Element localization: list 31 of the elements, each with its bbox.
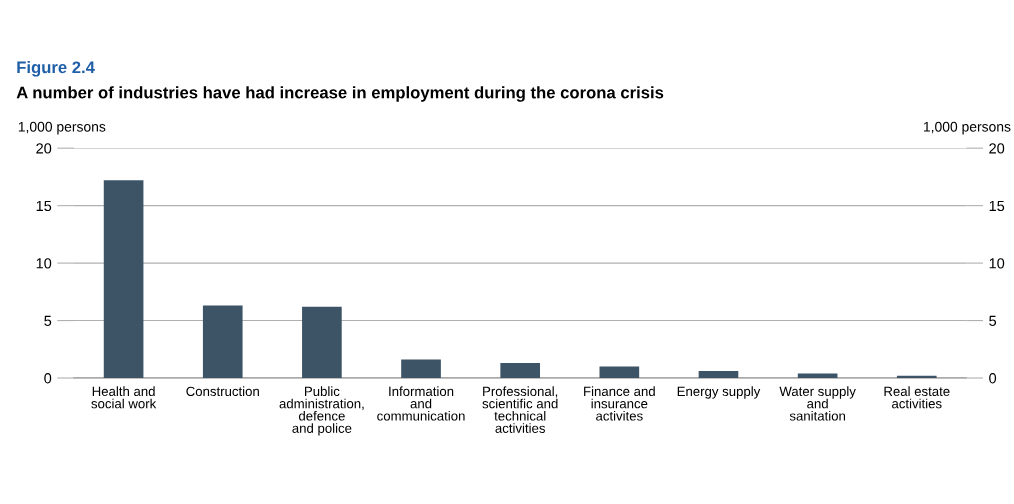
bar [797, 373, 838, 378]
x-tick-label: Water supply and sanitation [779, 386, 856, 421]
y-axis-title: 1,000 persons [18, 121, 106, 135]
x-tick-label: Health and social work [91, 386, 157, 409]
x-tick-label: Public administration, defence and police [279, 386, 364, 436]
bar [401, 359, 441, 378]
chart-subtitle: A number of industries have had increase in employment during the corona crisis [16, 86, 664, 102]
y-tick-label: 15 [36, 200, 52, 212]
y2-tick-label: 0 [989, 373, 997, 384]
y2-tick-label: 5 [989, 315, 997, 326]
y2-tick-label: 20 [989, 143, 1005, 154]
x-tick-label: Construction [186, 386, 259, 397]
bar [302, 306, 342, 378]
x-tick-label: Information and communication [377, 386, 465, 421]
x-tick-label: Professional, scientific and technical activities [482, 386, 558, 433]
y-tick-label: 0 [44, 373, 52, 384]
bar [103, 180, 144, 378]
bar [202, 305, 243, 378]
x-tick-label: Finance and insurance activites [584, 386, 655, 421]
y2-axis-title: 1,000 persons [924, 121, 1011, 135]
y-tick-label: 20 [36, 143, 52, 154]
x-tick-label: Energy supply [677, 386, 761, 399]
bar [599, 366, 640, 378]
y-tick-label: 10 [36, 258, 52, 269]
bar [500, 363, 541, 378]
y2-tick-label: 15 [989, 200, 1005, 212]
x-tick-label: Real estate activities [884, 386, 950, 409]
chart-title: Figure 2.4 [17, 61, 95, 77]
y2-tick-label: 10 [989, 258, 1005, 269]
bar [698, 371, 739, 378]
y-tick-label: 5 [44, 315, 52, 326]
